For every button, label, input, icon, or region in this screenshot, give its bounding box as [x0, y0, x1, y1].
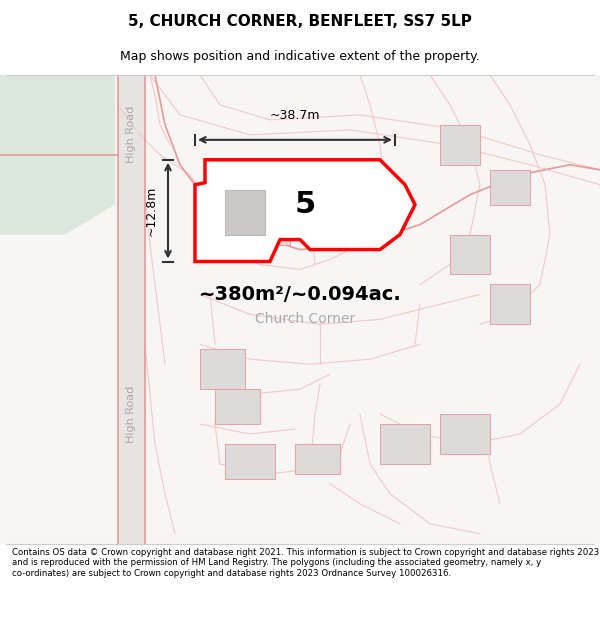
Polygon shape	[195, 160, 415, 261]
Polygon shape	[245, 214, 290, 244]
Text: High Road: High Road	[126, 386, 136, 442]
Polygon shape	[490, 170, 530, 204]
Polygon shape	[0, 75, 600, 544]
Polygon shape	[450, 234, 490, 274]
Text: 5: 5	[295, 190, 316, 219]
Polygon shape	[490, 284, 530, 324]
Text: High Road: High Road	[126, 106, 136, 164]
Text: Contains OS data © Crown copyright and database right 2021. This information is : Contains OS data © Crown copyright and d…	[12, 548, 599, 578]
Text: Church Corner: Church Corner	[255, 312, 355, 326]
Polygon shape	[440, 414, 490, 454]
Polygon shape	[225, 190, 265, 234]
Polygon shape	[195, 209, 235, 239]
Polygon shape	[118, 75, 145, 544]
Text: 5, CHURCH CORNER, BENFLEET, SS7 5LP: 5, CHURCH CORNER, BENFLEET, SS7 5LP	[128, 14, 472, 29]
Polygon shape	[225, 444, 275, 479]
Polygon shape	[440, 125, 480, 165]
Text: ~380m²/~0.094ac.: ~380m²/~0.094ac.	[199, 285, 401, 304]
Polygon shape	[380, 424, 430, 464]
Text: ~38.7m: ~38.7m	[270, 109, 320, 122]
Polygon shape	[215, 389, 260, 424]
Polygon shape	[200, 349, 245, 389]
Text: ~12.8m: ~12.8m	[145, 186, 158, 236]
Text: Map shows position and indicative extent of the property.: Map shows position and indicative extent…	[120, 50, 480, 62]
Polygon shape	[295, 444, 340, 474]
Polygon shape	[0, 75, 115, 234]
